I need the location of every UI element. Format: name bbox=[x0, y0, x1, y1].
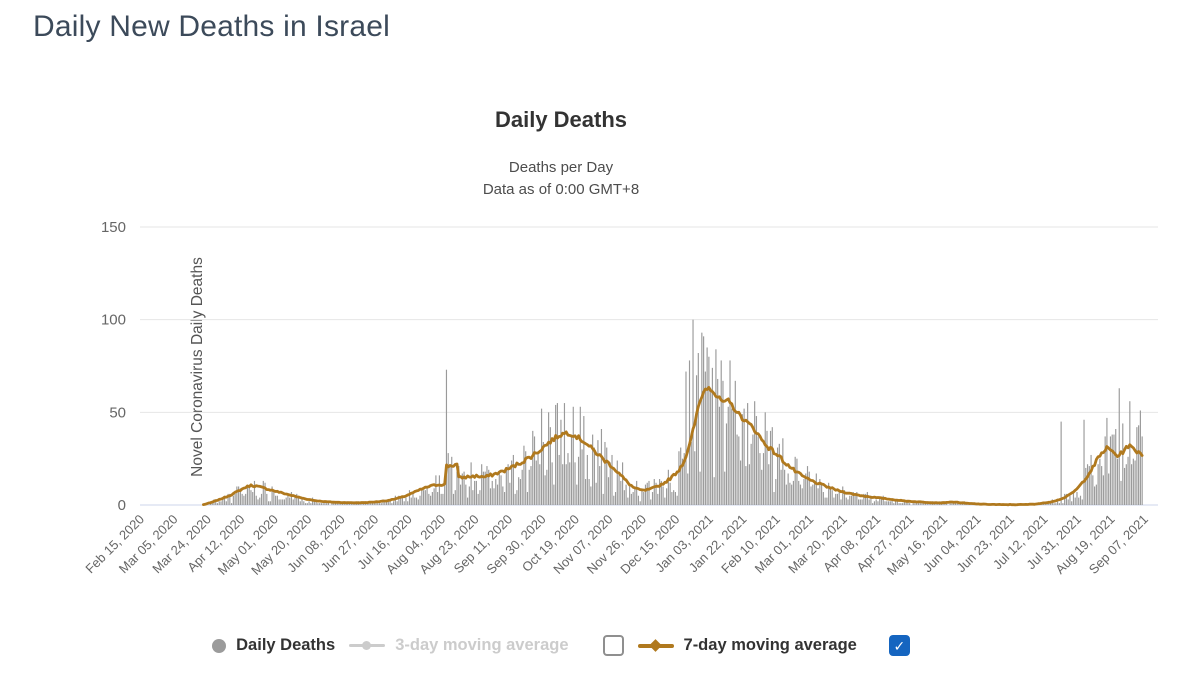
chart-subtitle-line2: Data as of 0:00 GMT+8 bbox=[482, 181, 640, 198]
legend-item-daily-deaths[interactable]: Daily Deaths bbox=[212, 636, 335, 655]
legend-label-3day-average: 3-day moving average bbox=[395, 636, 569, 654]
chart-title: Daily Deaths bbox=[494, 107, 628, 132]
svg-text:50: 50 bbox=[109, 404, 126, 421]
y-axis-labels: 0 50 100 150 bbox=[101, 219, 126, 514]
legend-item-3day-average[interactable]: 3-day moving average bbox=[349, 636, 569, 655]
page-title: Daily New Deaths in Israel bbox=[33, 10, 390, 43]
legend-item-7day-average[interactable]: 7-day moving average bbox=[637, 636, 857, 655]
gridlines bbox=[140, 226, 1158, 506]
3day-average-marker-icon bbox=[349, 639, 386, 653]
chart-subtitle-line1: Deaths per Day bbox=[508, 159, 614, 176]
legend: Daily Deaths 3-day moving average 7-day … bbox=[0, 635, 1122, 656]
7day-average-marker-icon bbox=[637, 639, 674, 653]
daily-deaths-marker-icon bbox=[212, 638, 227, 653]
svg-text:150: 150 bbox=[101, 219, 126, 236]
svg-text:0: 0 bbox=[118, 497, 126, 514]
svg-text:100: 100 bbox=[101, 312, 126, 329]
checkbox-3day-average[interactable] bbox=[602, 635, 624, 656]
legend-label-daily-deaths: Daily Deaths bbox=[236, 636, 336, 654]
7day-moving-average-line[interactable] bbox=[202, 386, 1144, 507]
checkbox-7day-average[interactable]: ✓ bbox=[888, 635, 910, 656]
legend-label-7day-average: 7-day moving average bbox=[683, 636, 857, 654]
